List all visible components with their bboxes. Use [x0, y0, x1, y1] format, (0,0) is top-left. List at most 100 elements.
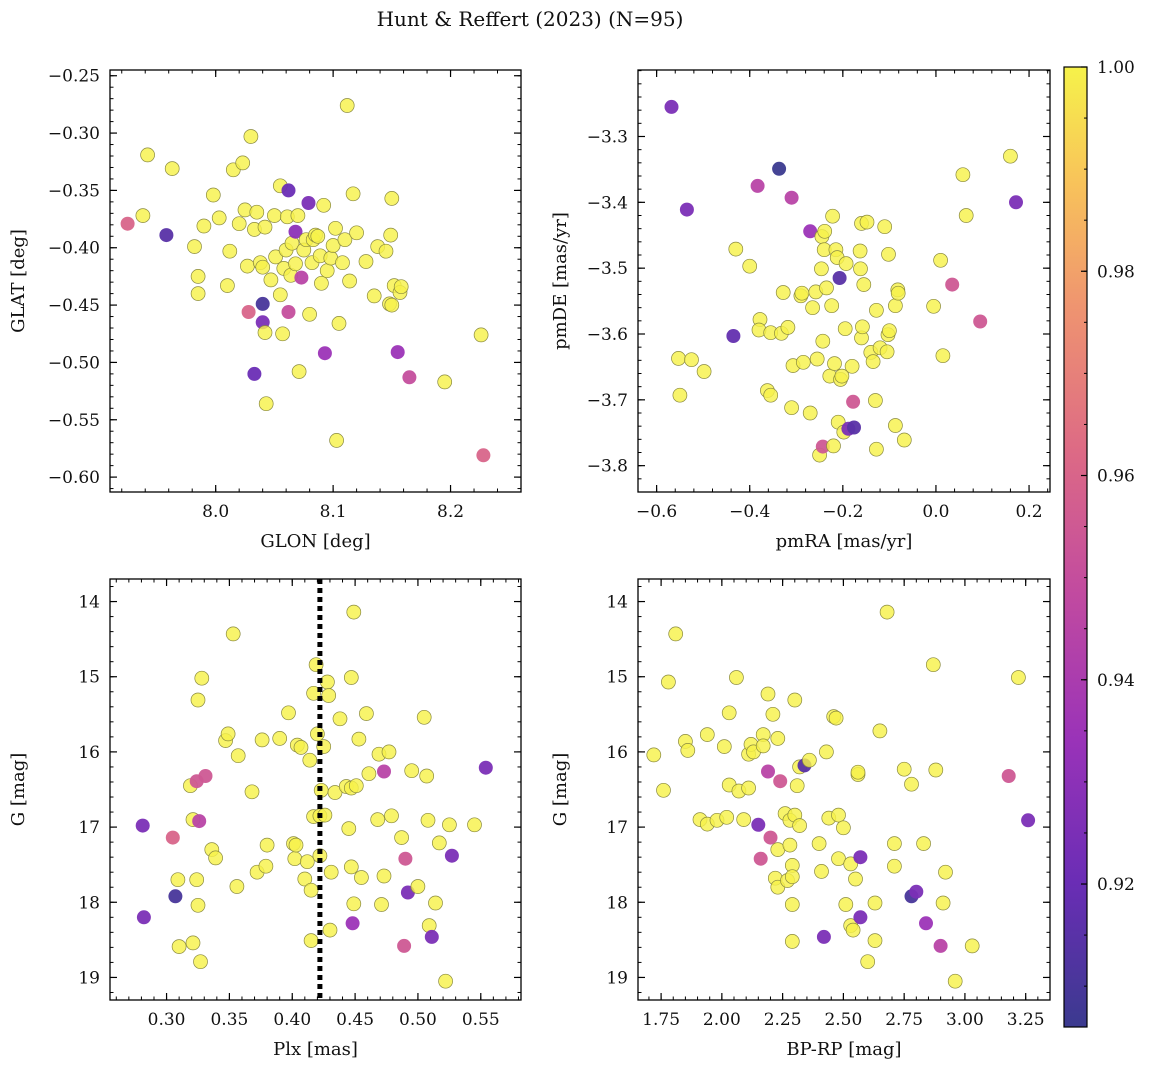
data-point: [750, 178, 765, 193]
data-point: [887, 836, 902, 851]
data-point: [281, 183, 296, 198]
data-point: [258, 396, 274, 412]
data-point: [964, 938, 980, 954]
data-point: [297, 871, 313, 887]
data-point: [337, 232, 353, 248]
data-point: [294, 270, 309, 285]
data-point: [225, 626, 241, 642]
data-point: [896, 761, 912, 777]
data-point: [805, 300, 820, 316]
data-point: [220, 278, 235, 293]
data-point: [784, 190, 799, 205]
data-point: [135, 208, 151, 223]
y-tick-label: −3.8: [587, 457, 628, 477]
data-point: [1009, 195, 1023, 210]
data-point: [741, 780, 756, 796]
data-point: [684, 352, 699, 368]
x-tick-label: 0.55: [462, 1010, 500, 1030]
data-point: [420, 812, 436, 828]
x-tick-label: 2.00: [703, 1010, 741, 1030]
data-point: [323, 864, 339, 880]
data-point: [293, 740, 309, 755]
data-point: [358, 254, 374, 269]
data-point: [680, 743, 696, 758]
x-tick-label: −0.2: [822, 502, 863, 522]
panel-glon-glat: 8.0 8.1 8.2 −0.60 −0.55 −0.50 −0.45 −0.40 −0.35 −…: [8, 67, 522, 552]
data-point: [869, 441, 884, 457]
data-point: [376, 868, 392, 884]
data-point: [1003, 148, 1018, 164]
data-point: [868, 393, 883, 408]
data-point: [378, 243, 394, 259]
data-point: [343, 859, 359, 875]
data-point: [288, 837, 304, 853]
data-point: [354, 870, 369, 885]
axes-frame: [109, 578, 522, 1001]
data-point: [882, 323, 897, 339]
data-point: [220, 726, 236, 742]
data-point: [316, 197, 332, 213]
data-point: [770, 731, 786, 746]
data-point: [1021, 813, 1036, 828]
data-point: [231, 216, 247, 232]
data-point: [205, 187, 221, 203]
data-point: [834, 368, 850, 384]
data-point: [916, 836, 931, 851]
y-tick-label: 18: [78, 893, 100, 913]
y-tick-label: −3.7: [587, 391, 628, 411]
data-point: [763, 387, 779, 403]
data-point: [437, 374, 453, 390]
data-point: [320, 674, 335, 690]
data-point: [860, 954, 876, 970]
data-point: [381, 744, 397, 760]
data-point: [314, 275, 329, 291]
data-point: [955, 167, 971, 183]
data-point: [185, 935, 201, 951]
data-point: [397, 938, 412, 953]
data-point: [243, 129, 259, 144]
data-point: [848, 871, 863, 887]
axes-frame: [109, 69, 522, 493]
data-point: [193, 954, 208, 970]
data-point: [721, 705, 737, 721]
data-point: [259, 837, 275, 853]
y-tick-label: −0.35: [48, 181, 100, 201]
data-point: [120, 216, 135, 231]
data-point: [811, 836, 827, 851]
data-point: [345, 186, 361, 202]
data-point: [814, 261, 829, 277]
data-point: [784, 897, 800, 912]
data-point: [887, 858, 902, 874]
data-point: [853, 850, 868, 865]
data-point: [772, 161, 787, 176]
data-point: [742, 258, 758, 274]
data-point: [394, 830, 409, 845]
figure-title: Hunt & Reffert (2023) (N=95): [377, 7, 684, 31]
y-tick-label: −0.45: [48, 296, 100, 316]
data-point: [763, 830, 778, 845]
x-tick-label: −0.4: [729, 502, 770, 522]
data-point: [444, 848, 459, 863]
data-point: [345, 916, 360, 931]
data-point: [896, 432, 912, 448]
data-point: [736, 812, 752, 827]
data-point: [789, 778, 805, 794]
data-point: [328, 220, 343, 236]
data-point: [828, 710, 844, 726]
data-point: [306, 685, 321, 701]
data-point: [869, 302, 884, 318]
data-point: [343, 670, 359, 685]
panel-pmra-pmde: −0.6 −0.4 −0.2 0.0 0.2 −3.8 −3.7 −3.6 −3.5 −3.4 −3…: [550, 69, 1051, 552]
data-point: [196, 218, 212, 234]
data-point: [888, 418, 903, 433]
data-point: [909, 884, 924, 899]
x-axis-label: Plx [mas]: [273, 1039, 358, 1060]
data-point: [817, 223, 833, 239]
data-point: [402, 370, 417, 385]
y-tick-label: −3.5: [587, 259, 628, 279]
x-tick-label: 8.1: [320, 502, 347, 522]
data-point: [247, 366, 262, 381]
data-point: [814, 864, 829, 879]
data-point: [384, 808, 399, 824]
